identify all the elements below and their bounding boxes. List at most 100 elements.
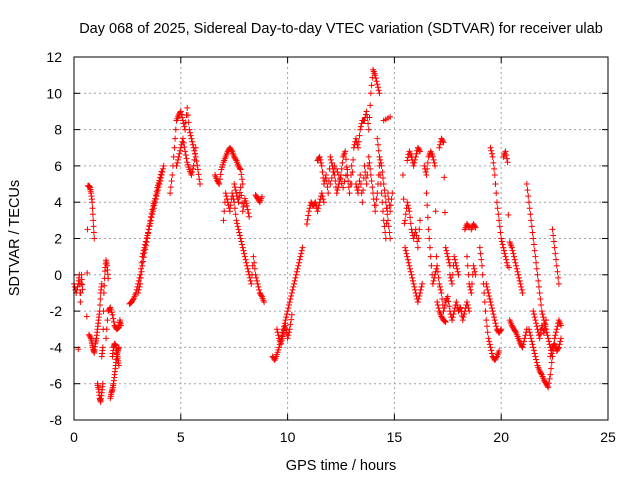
data-point [512, 328, 519, 335]
data-point [493, 190, 500, 197]
data-point [240, 247, 247, 254]
data-point [416, 226, 423, 233]
data-point [531, 350, 538, 357]
data-point [403, 250, 410, 257]
data-point [481, 299, 488, 306]
data-point [282, 317, 289, 324]
data-point [467, 286, 474, 293]
data-point [483, 283, 490, 290]
data-point [491, 314, 498, 321]
data-point [324, 184, 331, 191]
x-axis-label: GPS time / hours [286, 458, 396, 474]
data-point [526, 329, 533, 336]
data-point [217, 171, 224, 178]
data-point [141, 250, 148, 257]
data-point [503, 155, 510, 162]
data-point [278, 340, 285, 347]
data-point [479, 271, 486, 278]
data-point [365, 126, 372, 133]
data-point [468, 289, 475, 296]
data-point [412, 286, 419, 293]
y-axis-label: SDTVAR / TECUs [7, 180, 23, 296]
data-point [357, 171, 364, 178]
data-point [221, 208, 228, 215]
data-point [345, 184, 352, 191]
y-tick-label: 12 [46, 49, 62, 65]
data-point [77, 299, 84, 306]
data-point [286, 326, 293, 333]
data-point [337, 176, 344, 183]
data-point [488, 147, 495, 154]
data-point [486, 341, 493, 348]
data-point [532, 353, 539, 360]
data-point [519, 344, 526, 351]
data-point [77, 289, 84, 296]
data-point [490, 311, 497, 318]
data-point [283, 311, 290, 318]
data-point [333, 165, 340, 172]
data-point [440, 308, 447, 315]
data-point [323, 171, 330, 178]
data-point [435, 274, 442, 281]
data-point [188, 171, 195, 178]
data-point [137, 265, 144, 272]
data-point [448, 277, 455, 284]
grid [74, 57, 608, 420]
data-point [495, 211, 502, 218]
data-point [363, 108, 370, 115]
data-point [372, 72, 379, 79]
data-point [411, 159, 418, 166]
data-point [372, 202, 379, 209]
data-point [401, 220, 408, 227]
data-point [430, 156, 437, 163]
data-point [234, 223, 241, 230]
data-point [406, 208, 413, 215]
data-point [341, 178, 348, 185]
data-point [543, 317, 550, 324]
data-point [545, 338, 552, 345]
data-point [514, 268, 521, 275]
data-point [444, 293, 451, 300]
data-point [319, 193, 326, 200]
data-point [383, 220, 390, 227]
data-point [135, 289, 142, 296]
data-point [445, 256, 452, 263]
data-point [498, 238, 505, 245]
data-point [145, 230, 152, 237]
data-point [533, 259, 540, 266]
data-point [439, 296, 446, 302]
data-point [239, 176, 246, 183]
data-point [471, 223, 478, 230]
data-point [142, 246, 149, 253]
data-point [298, 247, 305, 254]
data-point [503, 152, 510, 159]
data-point [493, 323, 500, 330]
data-point [530, 347, 537, 354]
data-point [367, 102, 374, 109]
data-point [99, 380, 106, 387]
data-point [290, 283, 297, 290]
data-point [359, 199, 366, 206]
data-point [376, 90, 383, 97]
data-point [487, 144, 494, 151]
data-point [491, 165, 498, 172]
y-tick-label: -8 [50, 412, 63, 428]
data-point [157, 171, 164, 178]
data-point [179, 135, 186, 142]
data-point [97, 296, 104, 302]
data-point [489, 153, 496, 160]
data-point [450, 311, 457, 318]
data-point [248, 280, 255, 287]
data-point [232, 211, 239, 218]
data-point [239, 244, 246, 251]
data-point [487, 299, 494, 306]
data-point [160, 162, 167, 169]
data-point [180, 139, 187, 146]
data-point [431, 162, 438, 169]
data-point [550, 341, 557, 348]
data-point [455, 271, 462, 278]
data-point [367, 171, 374, 178]
data-point [447, 274, 454, 281]
data-point [377, 159, 384, 166]
data-point [253, 277, 260, 284]
